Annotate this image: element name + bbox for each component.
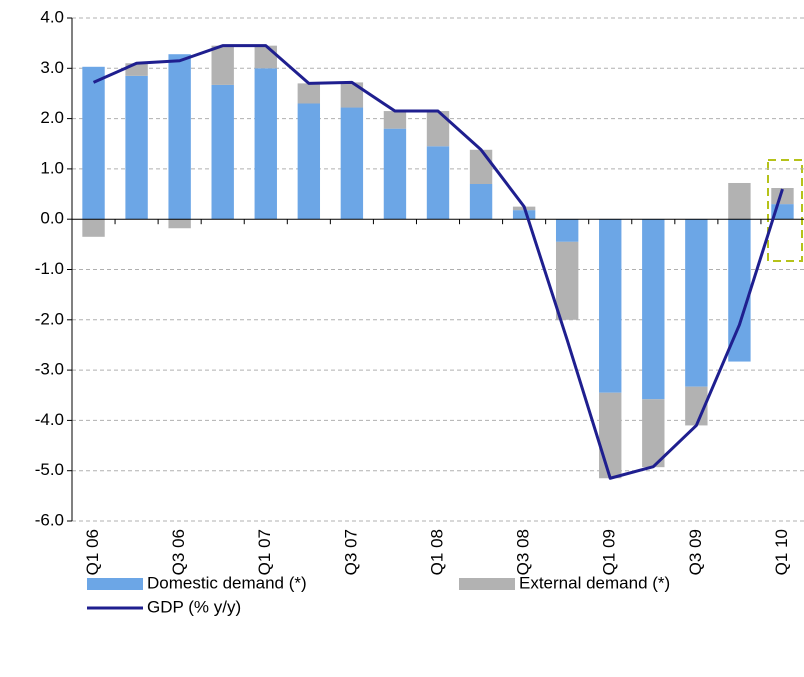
x-tick-label: Q3 07	[341, 529, 360, 575]
bar	[728, 182, 751, 220]
x-tick-label: Q1 07	[255, 529, 274, 575]
line-layer	[92, 44, 784, 480]
gdp-line	[92, 44, 784, 480]
y-tick-label: 3.0	[40, 58, 64, 77]
y-tick-label: 4.0	[40, 7, 64, 26]
y-tick-label: -4.0	[35, 410, 64, 429]
bar	[642, 399, 665, 468]
x-tick-label: Q3 09	[686, 529, 705, 575]
y-tick-label: -2.0	[35, 309, 64, 328]
legend-swatch	[87, 578, 143, 590]
y-tick-label: -6.0	[35, 510, 64, 529]
bar	[211, 84, 234, 220]
bar	[340, 82, 364, 108]
bar	[512, 210, 536, 220]
grid-layer	[72, 17, 804, 522]
bar	[555, 219, 579, 242]
axis-layer	[67, 17, 804, 522]
bar	[599, 219, 622, 393]
legend-swatch	[459, 578, 515, 590]
y-tick-label: 1.0	[40, 158, 64, 177]
y-tick-label: -1.0	[35, 259, 64, 278]
label-layer: -6.0 -5.0 -4.0 -3.0 -2.0 -1.0 0.0 1.0 2.0 3.0 4.0 Q…	[35, 7, 791, 616]
bar	[728, 219, 751, 362]
x-tick-label: Q1 06	[83, 529, 102, 575]
bar-layer	[82, 45, 794, 479]
bar	[168, 54, 191, 220]
y-tick-label: -5.0	[35, 460, 64, 479]
bar	[297, 83, 321, 104]
y-tick-label: -3.0	[35, 360, 64, 379]
y-tick-label: 2.0	[40, 108, 64, 127]
x-tick-label: Q1 10	[772, 529, 791, 575]
bar	[771, 188, 794, 205]
bar	[125, 75, 148, 220]
bar	[254, 68, 277, 220]
bar	[211, 45, 234, 85]
legend-label: Domestic demand (*)	[147, 573, 307, 592]
bar	[383, 111, 407, 129]
x-tick-label: Q3 06	[169, 529, 188, 575]
x-tick-label: Q1 09	[600, 529, 619, 575]
highlight-box	[767, 159, 803, 262]
x-tick-label: Q1 08	[427, 529, 446, 575]
bar	[555, 241, 579, 320]
bar	[599, 392, 622, 479]
bar	[254, 45, 277, 69]
bar	[168, 219, 191, 229]
bar	[426, 146, 450, 220]
x-tick-label: Q3 08	[514, 529, 533, 575]
legend-label: GDP (% y/y)	[147, 597, 241, 616]
bar	[685, 219, 708, 387]
bar	[469, 149, 493, 184]
bar	[340, 107, 364, 220]
y-tick-label: 0.0	[40, 209, 64, 228]
bar	[469, 183, 493, 220]
bar	[642, 219, 665, 400]
bar	[383, 128, 407, 220]
bar	[82, 66, 105, 220]
bar	[82, 219, 105, 237]
bar	[297, 103, 321, 220]
legend-label: External demand (*)	[519, 573, 670, 592]
bar	[426, 111, 450, 147]
